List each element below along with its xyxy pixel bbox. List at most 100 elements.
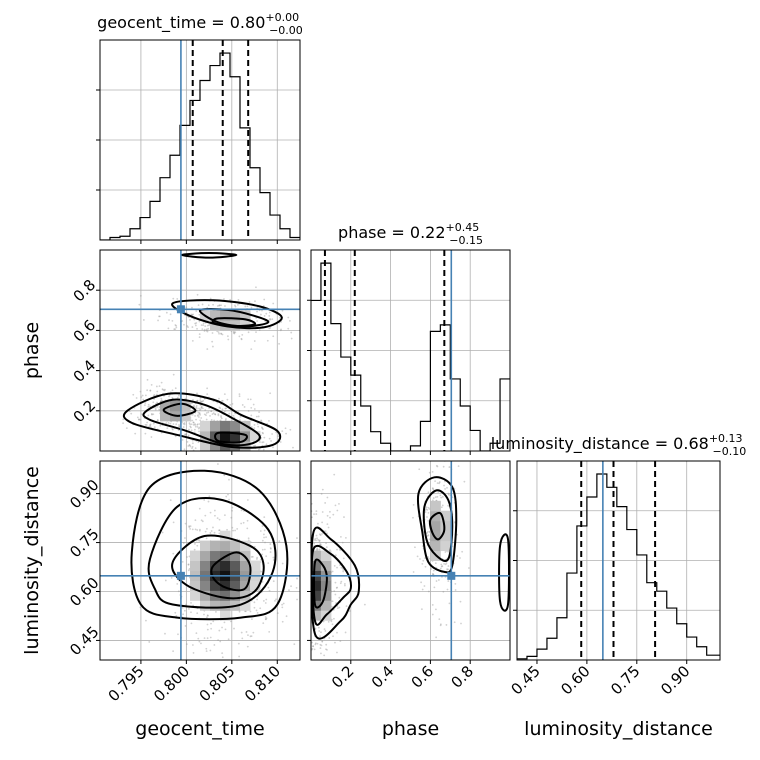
- sample-point: [198, 407, 200, 410]
- density-cell: [250, 560, 261, 571]
- sample-point: [190, 602, 192, 604]
- sample-point: [343, 582, 346, 585]
- sample-point: [255, 558, 258, 560]
- sample-point: [242, 454, 244, 456]
- sample-point: [261, 548, 264, 551]
- sample-point: [193, 318, 196, 321]
- sample-point: [152, 401, 155, 404]
- title-value: luminosity_distance = 0.68: [491, 434, 709, 454]
- sample-point: [134, 432, 137, 435]
- sample-point: [315, 534, 318, 537]
- sample-point: [334, 554, 337, 557]
- contour-line: [162, 402, 197, 417]
- sample-point: [233, 332, 236, 335]
- sample-point: [169, 313, 172, 316]
- sample-point: [182, 426, 185, 428]
- sample-point: [250, 426, 253, 428]
- sample-point: [185, 434, 188, 437]
- density-phase_vs_geocent_time: [160, 310, 261, 451]
- sample-point: [253, 455, 255, 457]
- sample-point: [302, 603, 304, 605]
- sample-point: [192, 313, 194, 316]
- sample-point: [336, 586, 339, 589]
- density-cell: [210, 320, 221, 331]
- sample-point: [188, 526, 191, 528]
- sample-point: [254, 444, 257, 447]
- contour-line: [498, 533, 510, 612]
- sample-point: [216, 517, 219, 520]
- sample-point: [446, 588, 449, 591]
- sample-point: [432, 573, 434, 576]
- sample-point: [163, 389, 166, 392]
- sample-point: [437, 579, 440, 581]
- sample-point: [232, 463, 234, 465]
- title-phase: phase = 0.22+0.45 −0.15: [338, 221, 483, 247]
- sample-point: [435, 464, 438, 467]
- density-cell: [440, 510, 451, 522]
- y-tick-label: 0.2: [70, 396, 100, 426]
- sample-point: [187, 445, 190, 447]
- sample-point: [238, 610, 241, 613]
- sample-point: [240, 679, 242, 681]
- sample-point: [196, 293, 199, 296]
- sample-point: [318, 539, 321, 542]
- sample-point: [241, 404, 244, 406]
- sample-point: [439, 567, 442, 570]
- sample-point: [281, 562, 284, 565]
- sample-point: [441, 454, 443, 456]
- sample-point: [424, 511, 427, 513]
- sample-point: [344, 536, 347, 539]
- sample-point: [183, 448, 186, 451]
- sample-point: [198, 640, 201, 643]
- sample-point: [217, 414, 220, 417]
- sample-point: [245, 457, 247, 459]
- sample-point: [203, 330, 206, 332]
- sample-point: [246, 305, 249, 308]
- sample-point: [303, 634, 305, 636]
- sample-point: [182, 542, 185, 544]
- sample-point: [445, 562, 448, 565]
- sample-point: [255, 415, 258, 418]
- sample-point: [156, 419, 159, 422]
- sample-point: [220, 464, 222, 466]
- sample-point: [294, 584, 296, 586]
- sample-point: [203, 328, 206, 331]
- sample-point: [427, 519, 430, 522]
- sample-point: [227, 638, 230, 641]
- sample-point: [447, 550, 450, 553]
- sample-point: [139, 390, 142, 393]
- sample-point: [331, 600, 334, 603]
- sample-point: [427, 590, 430, 593]
- sample-point: [269, 543, 272, 545]
- sample-point: [209, 297, 212, 300]
- sample-point: [311, 647, 314, 650]
- sample-point: [320, 631, 322, 634]
- sample-point: [268, 631, 271, 633]
- contour-line: [311, 544, 352, 626]
- sample-point: [320, 652, 322, 655]
- sample-point: [197, 411, 200, 414]
- sample-point: [234, 457, 236, 459]
- sample-point: [315, 548, 318, 551]
- sample-point: [244, 610, 247, 613]
- sample-point: [309, 593, 311, 595]
- sample-point: [263, 516, 266, 519]
- density-cell: [220, 600, 231, 611]
- sample-point: [279, 550, 281, 552]
- sample-point: [425, 508, 428, 511]
- sample-point: [188, 428, 190, 431]
- density-cell: [440, 530, 451, 542]
- y-tick-label: 0.8: [70, 276, 100, 306]
- sample-point: [233, 331, 236, 334]
- sample-point: [256, 320, 259, 322]
- sample-point: [281, 606, 284, 609]
- sample-point: [289, 428, 292, 431]
- sample-point: [215, 453, 217, 455]
- title-plus-error: +0.13: [709, 432, 743, 445]
- sample-point: [253, 545, 256, 548]
- sample-point: [192, 421, 195, 424]
- sample-point: [260, 420, 263, 423]
- sample-point: [261, 309, 263, 312]
- sample-point: [139, 294, 142, 297]
- sample-point: [197, 539, 200, 541]
